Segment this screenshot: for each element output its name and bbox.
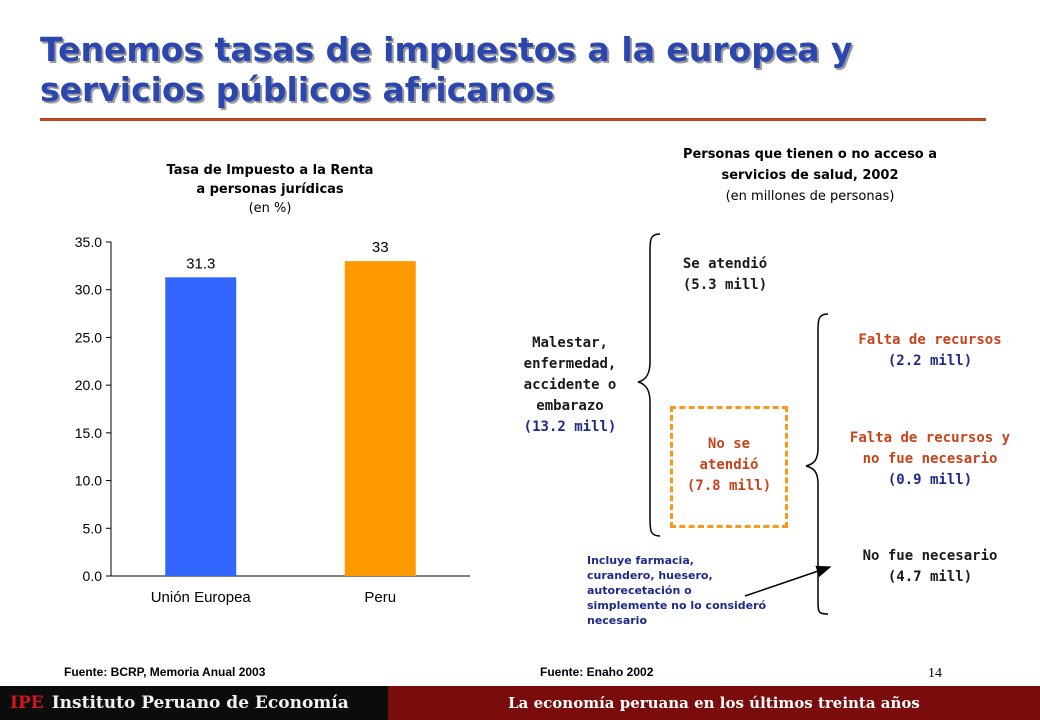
node-reason-value: (2.2 mill) <box>887 353 973 369</box>
footer-institute: IPE Instituto Peruano de Economía <box>0 686 388 720</box>
right-panel-subtitle: (en millones de personas) <box>725 189 895 204</box>
left-chart-title-line-2: a personas jurídicas <box>196 182 344 197</box>
footer-bar: IPE Instituto Peruano de Economía La eco… <box>0 686 1040 720</box>
footer-tagline: La economía peruana en los últimos trein… <box>388 686 1040 720</box>
note-line: autorecetación o <box>587 584 692 597</box>
bar-peru <box>344 261 416 576</box>
bar-data-label: 31.3 <box>186 255 215 272</box>
right-source: Fuente: Enaho 2002 <box>540 665 654 679</box>
title-underline <box>40 118 986 121</box>
bar-union-europea <box>165 277 237 576</box>
page-number: 14 <box>928 666 942 681</box>
note-text: Incluye farmacia, curandero, huesero, au… <box>587 553 812 628</box>
node-reason-2: Falta de recursos y no fue necesario (0.… <box>815 428 1040 491</box>
left-chart-title: Tasa de Impuesto a la Renta a personas j… <box>120 161 420 218</box>
y-tick-label: 0.0 <box>83 568 103 584</box>
institute-name: Instituto Peruano de Economía <box>51 693 349 713</box>
right-panel-title: Personas que tienen o no acceso a servic… <box>600 144 1020 207</box>
left-source: Fuente: BCRP, Memoria Anual 2003 <box>64 665 266 679</box>
note-arrow <box>744 565 832 597</box>
node-attended: Se atendió (5.3 mill) <box>655 254 795 296</box>
node-reason-label: No fue necesario <box>862 548 998 564</box>
y-tick-label: 5.0 <box>83 520 103 536</box>
node-reason-value: (4.7 mill) <box>887 569 973 585</box>
slide-title: Tenemos tasas de impuestos a la europea … <box>40 30 1000 110</box>
brace-left <box>637 233 661 537</box>
right-panel-title-line-2: servicios de salud, 2002 <box>721 168 899 183</box>
bar-chart: 0.0 5.0 10.0 15.0 20.0 25.0 30.0 35.0 31.3 Unión… <box>75 234 470 606</box>
node-root-line: embarazo <box>536 398 604 414</box>
x-category-label: Peru <box>364 589 396 606</box>
node-root-line: accidente o <box>523 377 617 393</box>
y-tick-label: 25.0 <box>75 329 102 345</box>
note-line: curandero, huesero, <box>587 569 713 582</box>
slide-title-line-1: Tenemos tasas de impuestos a la europea … <box>40 30 853 69</box>
node-not-attended-value: (7.8 mill) <box>686 478 772 494</box>
ipe-logo: IPE <box>10 693 44 713</box>
note-line: simplemente no lo consideró <box>587 599 767 612</box>
node-root-value: (13.2 mill) <box>523 419 617 435</box>
y-tick-label: 35.0 <box>75 234 102 250</box>
left-chart-title-line-1: Tasa de Impuesto a la Renta <box>166 163 374 178</box>
node-reason-label: no fue necesario <box>862 451 998 467</box>
right-panel-title-line-1: Personas que tienen o no acceso a <box>682 147 938 162</box>
y-tick-label: 20.0 <box>75 377 102 393</box>
node-root: Malestar, enfermedad, accidente o embara… <box>500 333 640 438</box>
node-not-attended-line: No se <box>707 436 751 452</box>
chart-labels: 31.3 Unión Europea 33 Peru <box>151 239 396 606</box>
bar-data-label: 33 <box>372 239 389 256</box>
node-reason-label: Falta de recursos y <box>849 430 1011 446</box>
node-root-line: Malestar, <box>532 335 608 351</box>
node-not-attended-line: atendió <box>699 457 759 473</box>
note-line: necesario <box>587 614 647 627</box>
node-not-attended: No se atendió (7.8 mill) <box>670 434 788 497</box>
y-tick-label: 10.0 <box>75 473 102 489</box>
y-tick-label: 30.0 <box>75 282 102 298</box>
chart-bars <box>165 261 416 576</box>
node-reason-value: (0.9 mill) <box>887 472 973 488</box>
x-category-label: Unión Europea <box>151 589 252 606</box>
slide-title-line-2: servicios públicos africanos <box>40 70 555 109</box>
left-chart-subtitle: (en %) <box>248 201 292 216</box>
brace-right <box>805 313 829 615</box>
node-reason-label: Falta de recursos <box>858 332 1002 348</box>
node-reason-3: No fue necesario (4.7 mill) <box>815 546 1040 588</box>
y-axis-ticks: 0.0 5.0 10.0 15.0 20.0 25.0 30.0 35.0 <box>75 234 111 584</box>
note-line: Incluye farmacia, <box>587 554 694 567</box>
y-tick-label: 15.0 <box>75 425 102 441</box>
node-root-line: enfermedad, <box>523 356 617 372</box>
node-attended-label: Se atendió <box>682 256 768 272</box>
not-attended-box <box>670 406 788 528</box>
node-reason-1: Falta de recursos (2.2 mill) <box>815 330 1040 372</box>
node-attended-value: (5.3 mill) <box>682 277 768 293</box>
